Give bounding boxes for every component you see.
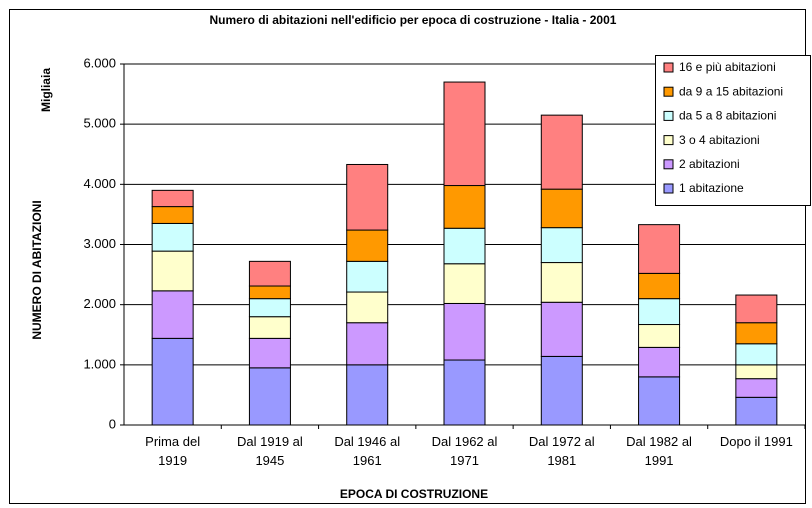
legend-label: 1 abitazione: [679, 181, 744, 195]
bar-segment: [346, 163, 389, 231]
bar-segment: [735, 343, 778, 366]
bar-segment: [346, 229, 389, 262]
bar-segment: [151, 189, 194, 208]
legend-label: 2 abitazioni: [679, 157, 740, 171]
bar-segment: [443, 359, 486, 426]
y-tick-label: 5.000: [83, 116, 116, 131]
bar-segment: [443, 302, 486, 361]
legend-box: [655, 55, 811, 206]
x-tick-label: Dal 1962 al 1971: [432, 434, 498, 468]
bar-segment: [346, 322, 389, 366]
bar-segment: [540, 355, 583, 426]
bar-segment: [151, 250, 194, 292]
bar-segment: [346, 364, 389, 426]
bar-segment: [151, 222, 194, 252]
bar-segment: [248, 285, 291, 300]
y-tick-label: 6.000: [83, 55, 116, 70]
bar-segment: [248, 260, 291, 287]
y-tick-label: 3.000: [83, 236, 116, 251]
x-axis-title: EPOCA DI COSTRUZIONE: [340, 487, 488, 501]
legend-swatch: [663, 86, 674, 97]
bar-segment: [443, 81, 486, 187]
bar-segment: [735, 364, 778, 380]
bar-segment: [638, 346, 681, 378]
bar-segment: [540, 227, 583, 264]
y-tick-label: 4.000: [83, 176, 116, 191]
y-tick-label: 0: [109, 416, 116, 431]
bar-segment: [151, 206, 194, 224]
legend-label: 16 e più abitazioni: [679, 60, 776, 74]
bar-segment: [638, 272, 681, 300]
x-tick-label: Dopo il 1991: [720, 434, 793, 449]
bar-segment: [248, 337, 291, 369]
x-tick-label: Dal 1972 al 1981: [529, 434, 595, 468]
legend-swatch: [663, 183, 674, 194]
bar-segment: [346, 291, 389, 324]
bar-segment: [443, 263, 486, 304]
bar-segment: [638, 376, 681, 426]
bar-segment: [443, 227, 486, 265]
bar-segment: [735, 396, 778, 426]
x-tick-label: Dal 1982 al 1991: [626, 434, 692, 468]
bar-segment: [346, 260, 389, 293]
legend-label: 3 o 4 abitazioni: [679, 133, 760, 147]
bar-segment: [540, 301, 583, 357]
legend-swatch: [663, 135, 674, 146]
y-tick-label: 2.000: [83, 296, 116, 311]
bar-segment: [735, 294, 778, 324]
bar-segment: [248, 298, 291, 318]
legend-label: da 5 a 8 abitazioni: [679, 109, 776, 123]
bar-segment: [638, 324, 681, 348]
bar-segment: [540, 262, 583, 303]
y-unit: Migliaia: [39, 68, 53, 112]
x-tick-label: Dal 1946 al 1961: [334, 434, 400, 468]
legend-swatch: [663, 159, 674, 170]
bar-segment: [248, 367, 291, 426]
chart-title: Numero di abitazioni nell'edificio per e…: [210, 13, 617, 27]
bar-segment: [735, 378, 778, 398]
bar-segment: [248, 316, 291, 339]
y-tick-label: 1.000: [83, 356, 116, 371]
bar-segment: [638, 224, 681, 274]
x-tick-label: Prima del 1919: [145, 434, 200, 468]
bar-segment: [443, 185, 486, 229]
bar-segment: [151, 337, 194, 426]
legend-label: da 9 a 15 abitazioni: [679, 84, 783, 98]
x-tick-label: Dal 1919 al 1945: [237, 434, 303, 468]
bar-segment: [540, 188, 583, 229]
legend-swatch: [663, 110, 674, 121]
y-axis-title: NUMERO DI ABITAZIONI: [30, 200, 44, 339]
bar-segment: [735, 322, 778, 345]
bar-segment: [638, 298, 681, 326]
legend-swatch: [663, 62, 674, 73]
bar-segment: [540, 114, 583, 190]
bar-segment: [151, 290, 194, 339]
